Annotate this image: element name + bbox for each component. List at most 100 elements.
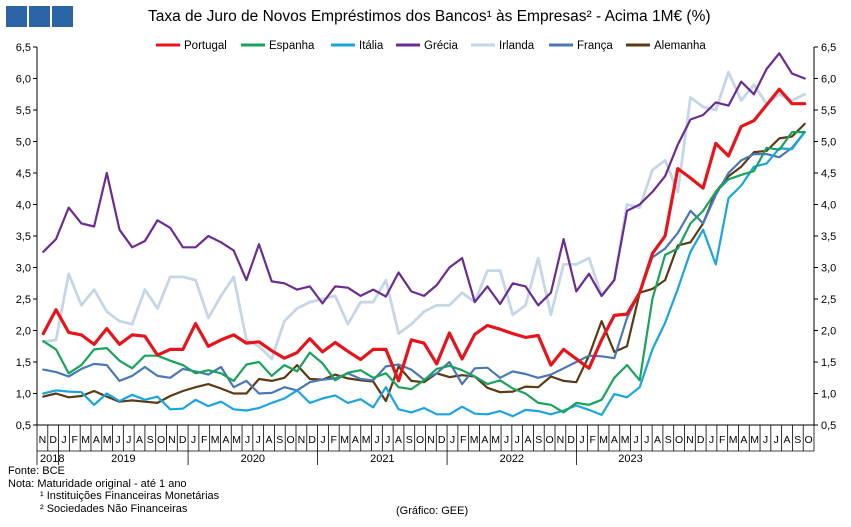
logo-square: [29, 6, 50, 27]
month-label: N: [427, 434, 435, 446]
month-label: M: [599, 434, 608, 446]
month-label: J: [644, 434, 649, 446]
year-label: 2023: [618, 453, 642, 465]
month-label: N: [686, 434, 694, 446]
y-tick-label-left: 1,5: [16, 357, 31, 369]
year-label: 2019: [111, 453, 135, 465]
month-label: O: [546, 434, 554, 446]
logo-square: [52, 6, 73, 27]
month-label: J: [191, 434, 196, 446]
month-label: S: [147, 434, 154, 446]
legend-label-espanha: Espanha: [269, 40, 315, 52]
y-tick-label-left: 0,5: [16, 420, 31, 432]
month-label: J: [256, 434, 261, 446]
y-tick-label-right: 1,0: [821, 389, 836, 401]
month-label: J: [579, 434, 584, 446]
gee-logo: [6, 6, 75, 32]
month-label: N: [168, 434, 176, 446]
month-label: S: [535, 434, 542, 446]
month-label: O: [157, 434, 165, 446]
y-tick-label-right: 2,5: [821, 294, 836, 306]
month-label: M: [491, 434, 500, 446]
month-label: O: [805, 434, 813, 446]
month-label: A: [525, 434, 532, 446]
y-tick-label-left: 5,0: [16, 137, 31, 149]
month-label: N: [557, 434, 565, 446]
month-label: J: [504, 434, 509, 446]
month-label: M: [232, 434, 241, 446]
month-label: J: [115, 434, 120, 446]
y-tick-label-left: 4,0: [16, 200, 31, 212]
y-tick-label-right: 4,0: [821, 200, 836, 212]
month-label: M: [340, 434, 349, 446]
month-label: M: [211, 434, 220, 446]
chart-notes: Fonte: BCE Nota: Maturidade original - a…: [8, 465, 219, 515]
month-label: A: [740, 434, 747, 446]
month-label: D: [697, 434, 705, 446]
month-label: A: [784, 434, 791, 446]
footnote-1: ¹ Instituições Financeiras Monetárias: [40, 490, 220, 502]
month-label: J: [633, 434, 638, 446]
legend-label-irlanda: Irlanda: [499, 40, 535, 52]
month-label: D: [49, 434, 57, 446]
legend-label-franca: França: [577, 40, 613, 52]
y-tick-label-right: 5,5: [821, 105, 836, 117]
month-label: O: [287, 434, 295, 446]
month-label: A: [481, 434, 488, 446]
chart-title: Taxa de Juro de Novos Empréstimos dos Ba…: [148, 8, 711, 25]
y-tick-label-left: 1,0: [16, 389, 31, 401]
month-label: O: [416, 434, 424, 446]
month-label: A: [352, 434, 359, 446]
month-label: J: [374, 434, 379, 446]
month-label: J: [709, 434, 714, 446]
source-note: Fonte: BCE: [8, 465, 65, 477]
y-tick-label-left: 4,5: [16, 168, 31, 180]
month-label: D: [179, 434, 187, 446]
chart-credit: (Gráfico: GEE): [396, 505, 469, 517]
month-label: M: [362, 434, 371, 446]
month-label: S: [794, 434, 801, 446]
series-line-espanha: [42, 131, 806, 414]
series-line-alemanha: [42, 122, 806, 404]
y-tick-label-left: 6,5: [16, 42, 31, 54]
month-label: J: [126, 434, 131, 446]
y-tick-label-left: 3,0: [16, 263, 31, 275]
month-label: J: [61, 434, 66, 446]
month-label: A: [266, 434, 273, 446]
month-label: F: [72, 434, 78, 446]
month-label: N: [298, 434, 306, 446]
y-tick-label-left: 2,0: [16, 326, 31, 338]
y-tick-label-right: 6,0: [821, 74, 836, 86]
month-label: A: [222, 434, 229, 446]
month-label: F: [201, 434, 207, 446]
series-line-grecia: [42, 52, 806, 307]
month-label: A: [136, 434, 143, 446]
legend-label-italia: Itália: [359, 40, 384, 52]
month-label: F: [719, 434, 725, 446]
year-label: 2021: [370, 453, 394, 465]
month-label: A: [654, 434, 661, 446]
y-tick-label-left: 6,0: [16, 74, 31, 86]
month-label: J: [774, 434, 779, 446]
legend-label-alemanha: Alemanha: [654, 40, 706, 52]
month-label: S: [276, 434, 283, 446]
y-tick-label-left: 3,5: [16, 231, 31, 243]
month-label: F: [331, 434, 337, 446]
month-label: J: [245, 434, 250, 446]
y-tick-label-right: 5,0: [821, 137, 836, 149]
month-label: A: [611, 434, 618, 446]
month-label: J: [763, 434, 768, 446]
month-label: M: [470, 434, 479, 446]
legend-label-portugal: Portugal: [184, 40, 227, 52]
series-line-portugal: [41, 87, 807, 383]
y-tick-label-left: 5,5: [16, 105, 31, 117]
month-label: S: [406, 434, 413, 446]
year-label: 2022: [500, 453, 524, 465]
logo-square: [6, 6, 27, 27]
footnote-2: ² Sociedades Não Financeiras: [40, 502, 188, 515]
month-label: F: [590, 434, 596, 446]
legend-label-grecia: Grécia: [424, 40, 458, 52]
month-label: S: [665, 434, 672, 446]
month-label: J: [385, 434, 390, 446]
year-label: 2020: [241, 453, 265, 465]
